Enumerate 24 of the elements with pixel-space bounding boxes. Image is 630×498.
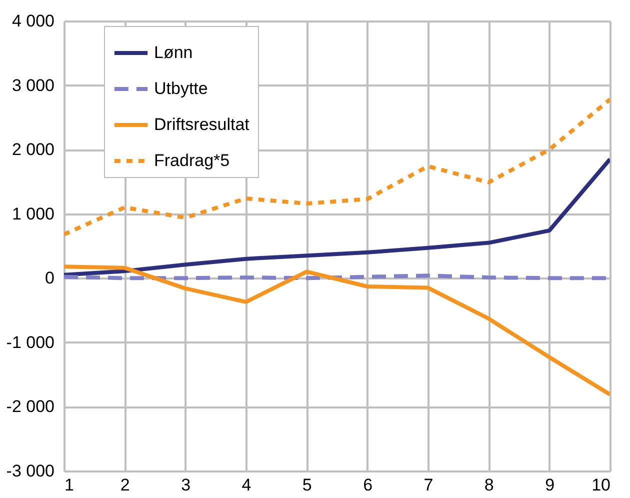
x-tick-label: 10	[592, 476, 610, 494]
x-tick-label: 7	[424, 476, 434, 494]
legend-label: Lønn	[154, 43, 193, 62]
y-tick-label: 3 000	[12, 76, 54, 95]
y-tick-label: 0	[45, 268, 54, 288]
y-tick-label: 4 000	[12, 12, 54, 30]
x-tick-label: 5	[302, 476, 312, 494]
line-series	[64, 97, 610, 236]
legend-label: Driftsresultat	[154, 115, 250, 134]
y-tick-label: 1 000	[12, 204, 54, 224]
x-tick-label: 3	[181, 476, 191, 494]
x-tick-label: 9	[545, 476, 555, 494]
x-tick-label: 8	[484, 476, 494, 494]
line-series	[64, 264, 610, 396]
x-tick-label: 4	[242, 476, 252, 494]
legend-label: Fradrag*5	[154, 151, 230, 170]
y-tick-label: -1 000	[6, 332, 54, 352]
x-tick-label: 1	[64, 476, 74, 494]
x-tick-label: 6	[363, 476, 373, 494]
x-tick-label: 2	[120, 476, 130, 494]
y-tick-label: -3 000	[6, 462, 54, 480]
y-tick-label: 2 000	[12, 140, 54, 160]
y-tick-label: -2 000	[6, 397, 54, 416]
legend-label: Utbytte	[154, 79, 208, 98]
